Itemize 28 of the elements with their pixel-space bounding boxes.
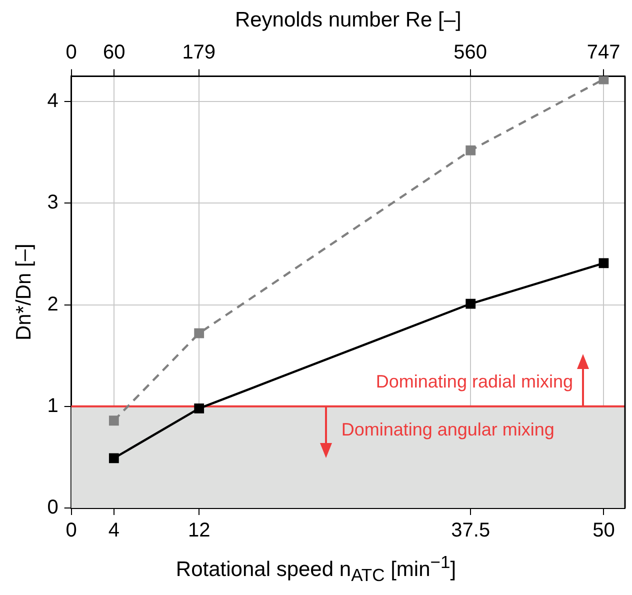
x-tick-label: 4 [108, 520, 120, 542]
y-axis-title: Dn*/Dn [–] [12, 244, 36, 341]
point [598, 258, 609, 268]
y-tick-label: 4 [47, 90, 58, 112]
point [194, 328, 204, 338]
x2-tick-label: 747 [586, 42, 620, 64]
y-tick-label: 2 [47, 293, 58, 316]
point [108, 453, 119, 464]
annotation: Dominating radial mixing [376, 371, 573, 392]
y-tick-label: 1 [47, 394, 58, 417]
x2-tick-label: 0 [66, 42, 77, 64]
x-tick-label: 50 [592, 520, 615, 542]
x-tick-label: 0 [66, 520, 77, 542]
annotation: Dominating angular mixing [341, 419, 554, 440]
point [108, 416, 119, 426]
x2-tick-label: 560 [454, 42, 488, 64]
point [466, 145, 476, 156]
y-tick-label: 0 [47, 496, 58, 519]
x2-tick-label: 179 [182, 42, 216, 64]
x-axis-title: Rotational speed n$_{ATC}$ [min$^{−1}$] [174, 552, 458, 586]
x2-tick-label: 60 [102, 42, 126, 64]
x-tick-label: 12 [188, 520, 210, 542]
y-tick-label: 3 [47, 192, 58, 214]
x2-axis-title: Reynolds number Re [–] [234, 8, 462, 32]
x-tick-label: 37.5 [451, 520, 490, 542]
point [598, 76, 609, 84]
point [466, 298, 476, 309]
point [194, 403, 204, 414]
